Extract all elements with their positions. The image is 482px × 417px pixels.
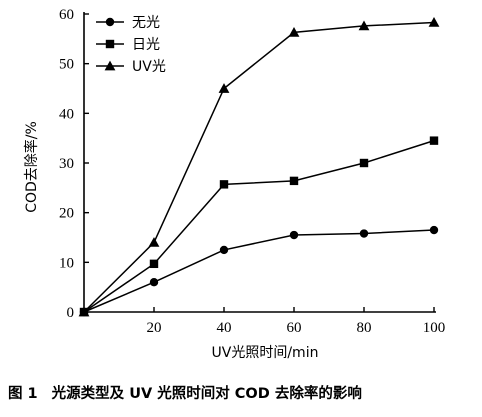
y-axis-title: COD去除率/% <box>23 121 40 213</box>
x-tick-label: 60 <box>287 320 302 336</box>
data-point-square <box>359 158 369 168</box>
data-point-circle <box>429 225 439 235</box>
data-point-square <box>289 176 299 186</box>
data-point-square <box>219 180 229 189</box>
data-point-triangle <box>104 60 116 71</box>
axes <box>83 12 436 313</box>
data-point-square <box>149 259 159 269</box>
data-point-circle <box>149 278 159 287</box>
data-point-square <box>429 136 439 145</box>
data-point-circle <box>105 17 115 27</box>
y-tick-label: 20 <box>59 206 74 222</box>
data-point-circle <box>359 229 369 238</box>
data-point-triangle <box>218 83 230 93</box>
series-line-3 <box>83 21 435 313</box>
data-point-triangle <box>148 237 160 247</box>
x-tick-label: 100 <box>423 320 446 336</box>
x-tick-label: 80 <box>357 320 372 336</box>
data-point-triangle <box>358 20 370 31</box>
y-tick-label: 30 <box>59 156 74 172</box>
data-point-circle <box>289 230 299 240</box>
y-tick-label: 0 <box>67 305 75 321</box>
figure-number: 图 1 <box>8 386 38 402</box>
data-point-triangle <box>78 306 90 317</box>
series-lines <box>83 21 435 313</box>
x-tick-label: 20 <box>147 320 162 336</box>
y-tick-label: 40 <box>59 106 74 122</box>
line-chart: 20 40 60 80 100 0 10 20 30 40 50 60 UV光照时间/min COD去… <box>23 7 445 361</box>
tick-group: 20 40 60 80 100 0 10 20 30 40 50 60 <box>59 7 445 336</box>
x-tick-label: 40 <box>217 320 232 336</box>
legend-label: 无光 <box>132 15 160 31</box>
legend-label: 日光 <box>132 37 160 53</box>
data-point-circle <box>219 245 229 255</box>
figure-caption-text: 光源类型及 UV 光照时间对 COD 去除率的影响 <box>51 386 362 402</box>
legend-label: UV光 <box>132 59 166 75</box>
y-tick-label: 60 <box>59 7 74 23</box>
x-axis-title: UV光照时间/min <box>212 345 319 361</box>
y-tick-label: 10 <box>59 255 74 271</box>
data-point-triangle <box>288 26 300 37</box>
series-markers <box>78 17 440 317</box>
y-tick-label: 50 <box>59 57 74 73</box>
series-line-1 <box>83 229 435 313</box>
figure-caption: 图 1 光源类型及 UV 光照时间对 COD 去除率的影响 <box>8 382 478 403</box>
data-point-triangle <box>428 17 440 27</box>
data-point-square <box>105 39 115 49</box>
series-line-2 <box>83 139 435 313</box>
